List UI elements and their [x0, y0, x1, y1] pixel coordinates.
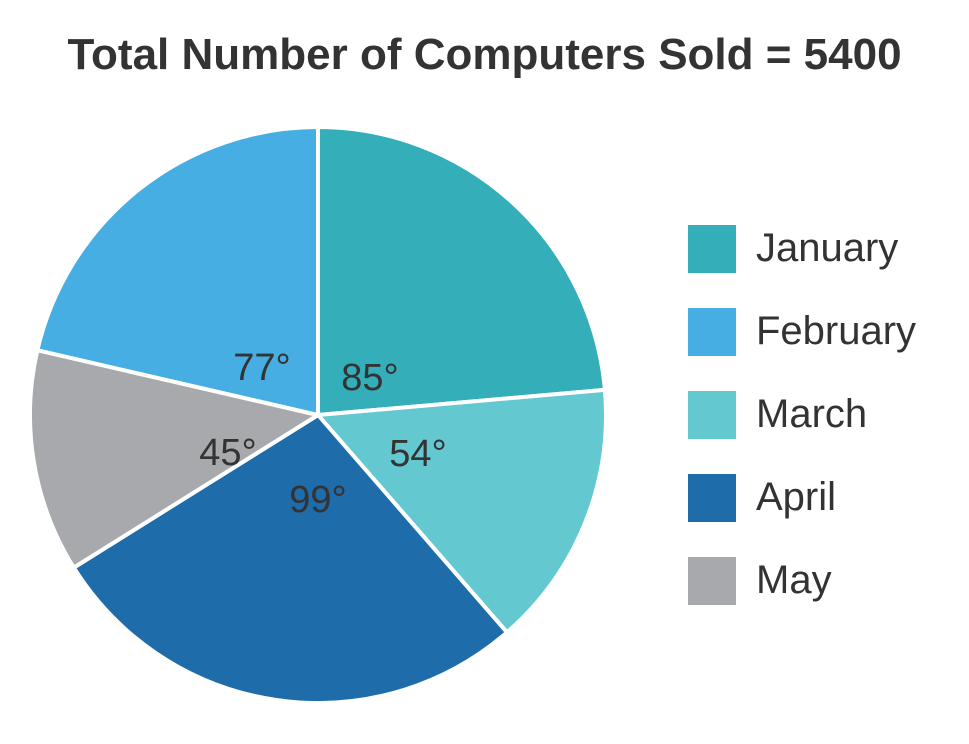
chart-title: Total Number of Computers Sold = 5400	[67, 30, 902, 79]
slice-label-april: 99°	[289, 479, 346, 521]
slice-label-march: 54°	[389, 433, 446, 475]
legend-label-may: May	[756, 558, 832, 602]
pie-slices	[28, 125, 608, 706]
legend-item-february: February	[688, 307, 963, 356]
legend-item-may: May	[688, 556, 963, 605]
pie-slice-january	[316, 125, 607, 417]
legend-label-february: February	[756, 309, 917, 353]
pie-slice-april	[71, 413, 509, 706]
legend-swatch-march	[688, 390, 736, 439]
legend-swatch-april	[688, 473, 736, 522]
pie-slice-march	[316, 387, 608, 635]
slice-label-february: 77°	[233, 347, 290, 389]
slice-label-january: 85°	[341, 357, 398, 399]
legend-label-march: March	[756, 392, 868, 436]
pie-slice-february	[35, 125, 320, 417]
legend-swatch-january	[688, 224, 736, 273]
legend-item-january: January	[688, 224, 963, 273]
pie-slice-labels: 85° 54° 99° 45° 77°	[199, 347, 446, 521]
legend-label-april: April	[756, 475, 837, 519]
legend-label-january: January	[756, 226, 899, 270]
legend-item-april: April	[688, 473, 963, 522]
pie-slice-may	[28, 348, 320, 570]
legend-item-march: March	[688, 390, 963, 439]
slice-label-may: 45°	[199, 432, 256, 474]
legend-swatch-february	[688, 307, 736, 356]
legend-swatch-may	[688, 556, 736, 605]
legend: January February March April May	[688, 224, 963, 640]
